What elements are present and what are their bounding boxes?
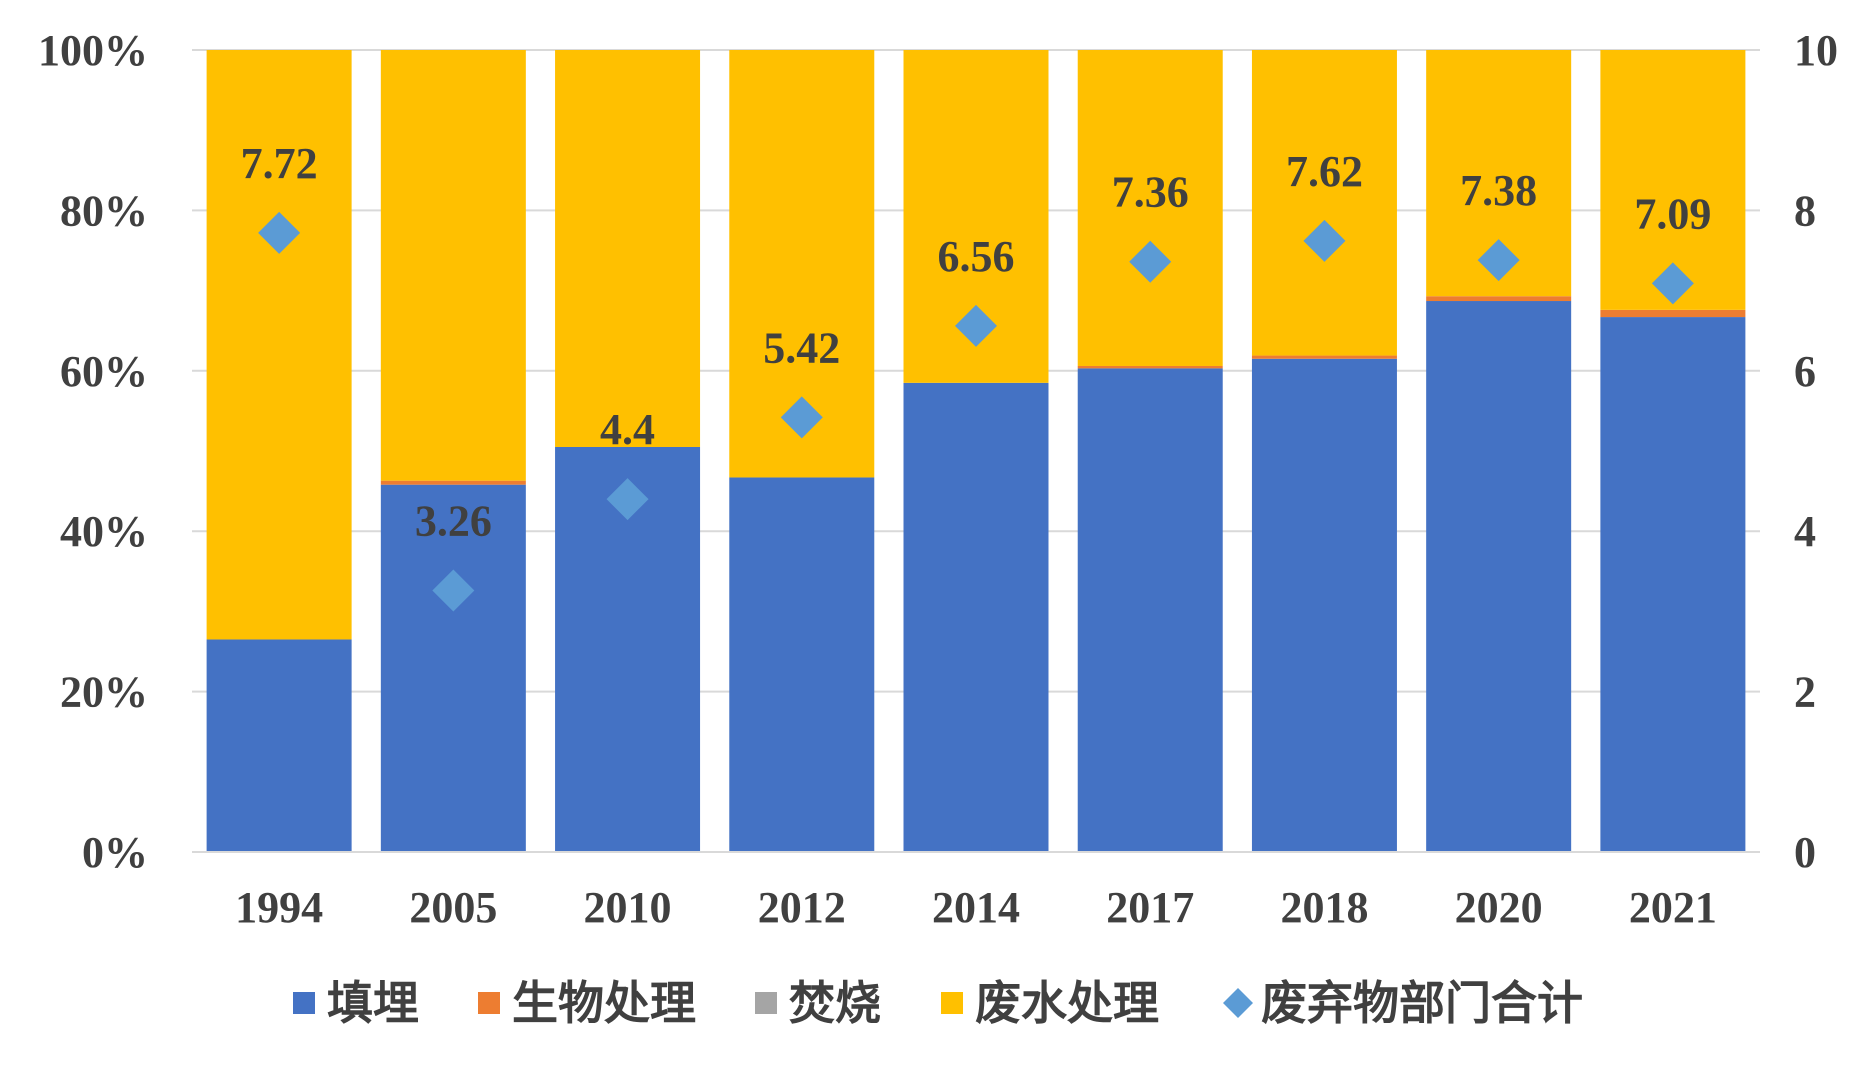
diamond-marker-2010 xyxy=(606,478,649,521)
bar-segment-2018 xyxy=(1251,50,1397,356)
data-label-2010: 4.4 xyxy=(600,405,655,454)
data-label-2005: 3.26 xyxy=(415,497,492,546)
y-right-tick-label: 6 xyxy=(1794,347,1816,396)
data-label-2021: 7.09 xyxy=(1634,189,1711,238)
y-right-tick-label: 0 xyxy=(1794,828,1816,877)
x-tick-label: 2021 xyxy=(1629,883,1717,932)
legend-label: 废水处理 xyxy=(975,976,1159,1030)
legend-swatch xyxy=(293,992,315,1014)
bar-segment-1994 xyxy=(206,50,352,640)
legend-swatch-diamond xyxy=(1223,988,1253,1018)
x-tick-label: 2014 xyxy=(932,883,1020,932)
x-tick-label: 2010 xyxy=(584,883,672,932)
diamond-marker-2012 xyxy=(780,396,823,439)
bar-segment-2018 xyxy=(1251,355,1397,359)
bar-segment-2005 xyxy=(380,484,526,852)
y-left-tick-label: 20% xyxy=(60,668,148,717)
y-right-tick-label: 10 xyxy=(1794,26,1838,75)
data-label-1994: 7.72 xyxy=(241,139,318,188)
y-left-tick-label: 100% xyxy=(38,26,148,75)
legend-swatch xyxy=(755,992,777,1014)
bar-segment-2017 xyxy=(1077,365,1223,369)
y-left-tick-label: 0% xyxy=(82,828,148,877)
bar-segment-2020 xyxy=(1426,296,1572,302)
x-tick-label: 2017 xyxy=(1106,883,1194,932)
diamond-marker-2014 xyxy=(955,304,997,347)
x-tick-label: 1994 xyxy=(235,883,323,932)
data-label-2020: 7.38 xyxy=(1460,166,1537,215)
y-left-tick-label: 80% xyxy=(60,186,148,235)
bar-segment-2020 xyxy=(1426,301,1572,852)
bars xyxy=(206,50,1746,852)
bar-segment-2010 xyxy=(555,50,701,447)
data-labels: 7.72 3.26 4.4 5.42 6.56 7.36 7.62 7.38 7.09 xyxy=(241,139,1712,546)
x-tick-label: 2018 xyxy=(1280,883,1368,932)
y-right-tick-label: 4 xyxy=(1794,507,1816,556)
line-series-markers xyxy=(258,211,1694,612)
y-right-tick-label: 8 xyxy=(1794,186,1816,235)
bar-segment-2017 xyxy=(1077,50,1223,366)
diamond-marker-2021 xyxy=(1651,262,1694,305)
y-right-tick-label: 2 xyxy=(1794,668,1816,717)
diamond-marker-2020 xyxy=(1477,239,1520,282)
y-left-tick-label: 60% xyxy=(60,347,148,396)
diamond-marker-2017 xyxy=(1129,240,1172,283)
bar-segment-2005 xyxy=(380,50,526,481)
y-left-tick-label: 40% xyxy=(60,507,148,556)
bar-segment-2021 xyxy=(1600,317,1746,852)
legend: 填埋 生物处理 焚烧 废水处理 废弃物部门合计 xyxy=(293,976,1583,1030)
legend-swatch xyxy=(941,992,963,1014)
bar-segment-2005 xyxy=(380,480,526,485)
x-tick-label: 2020 xyxy=(1455,883,1543,932)
bar-segment-2017 xyxy=(1077,368,1223,852)
diamond-marker-1994 xyxy=(258,211,301,254)
bar-segment-2012 xyxy=(729,477,875,852)
legend-label: 生物处理 xyxy=(512,976,696,1030)
data-label-2012: 5.42 xyxy=(763,323,840,372)
data-label-2018: 7.62 xyxy=(1286,147,1363,196)
bar-segment-2018 xyxy=(1251,358,1397,852)
data-label-2017: 7.36 xyxy=(1112,168,1189,217)
legend-label: 废弃物部门合计 xyxy=(1261,976,1583,1030)
data-label-2014: 6.56 xyxy=(938,232,1015,281)
bar-segment-2021 xyxy=(1600,309,1746,318)
legend-label: 填埋 xyxy=(327,976,419,1030)
x-tick-label: 2012 xyxy=(758,883,846,932)
diamond-marker-2018 xyxy=(1303,219,1346,262)
x-tick-label: 2005 xyxy=(409,883,497,932)
legend-swatch xyxy=(478,992,500,1014)
axes: 0% 20% 40% 60% 80% 100% 0 2 4 6 8 10 1994 2005 2010 201… xyxy=(38,26,1838,932)
diamond-marker-2005 xyxy=(432,569,475,612)
bar-segment-1994 xyxy=(206,639,352,852)
bar-segment-2014 xyxy=(903,382,1049,852)
legend-label: 焚烧 xyxy=(789,976,881,1030)
